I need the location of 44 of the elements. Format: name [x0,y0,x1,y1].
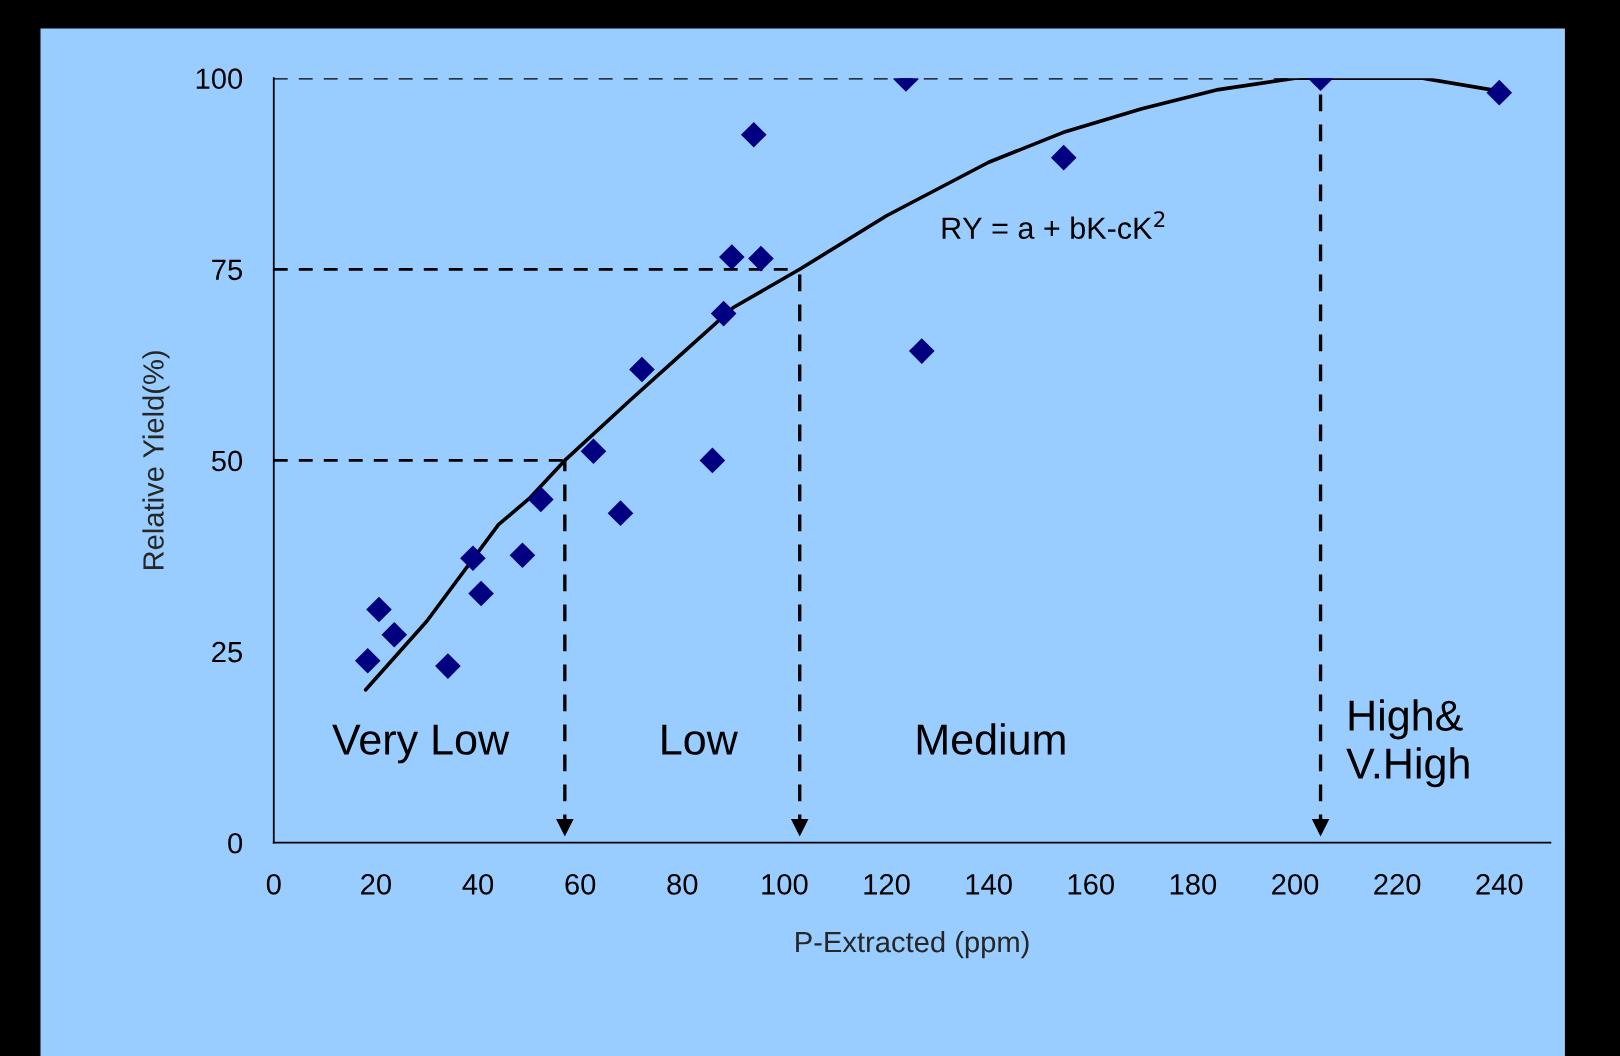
x-tick-label: 180 [1170,874,1217,895]
x-tick-label: 240 [1476,874,1523,895]
y-tick-label: 50 [211,450,243,472]
y-tick-label: 75 [212,259,242,281]
point [366,596,392,623]
x-tick-label: 200 [1272,874,1319,895]
point [1486,79,1513,106]
x-tick-label: 220 [1374,874,1421,895]
point [719,244,745,270]
point [580,438,607,465]
point [699,447,726,474]
point [1050,144,1077,171]
point [748,245,774,272]
point [629,356,655,383]
x-tick-label: 160 [1068,874,1114,895]
x-tick-label: 100 [762,874,808,895]
y-axis-title: Relative Yield(%) [142,351,170,570]
annotation: Very Low [332,724,510,764]
y-tick-label: 0 [228,832,243,854]
point [460,545,486,572]
point [740,121,767,148]
x-tick-label: 120 [864,874,910,895]
annotation: Low [662,724,738,755]
point [509,542,536,569]
point [381,621,408,648]
point [528,486,554,513]
y-tick-label: 25 [212,641,242,663]
y-tick-label: 100 [196,68,243,89]
point [354,647,381,674]
x-tick-label: 0 [266,874,281,895]
x-tick-label: 60 [565,874,596,895]
point [607,500,634,526]
point [468,580,494,607]
annotation: Medium [917,723,1065,755]
annotation: RY = a + bK-cK$^{2}$ [942,211,1165,240]
annotation: High& V.High [1346,699,1469,788]
point [435,653,461,679]
point [908,338,935,364]
x-tick-label: 20 [361,874,391,895]
x-axis-title: P-Extracted (ppm) [796,930,1029,959]
x-tick-label: 40 [462,874,494,895]
x-tick-label: 80 [667,874,698,895]
x-tick-label: 140 [966,874,1012,895]
point [710,300,737,327]
